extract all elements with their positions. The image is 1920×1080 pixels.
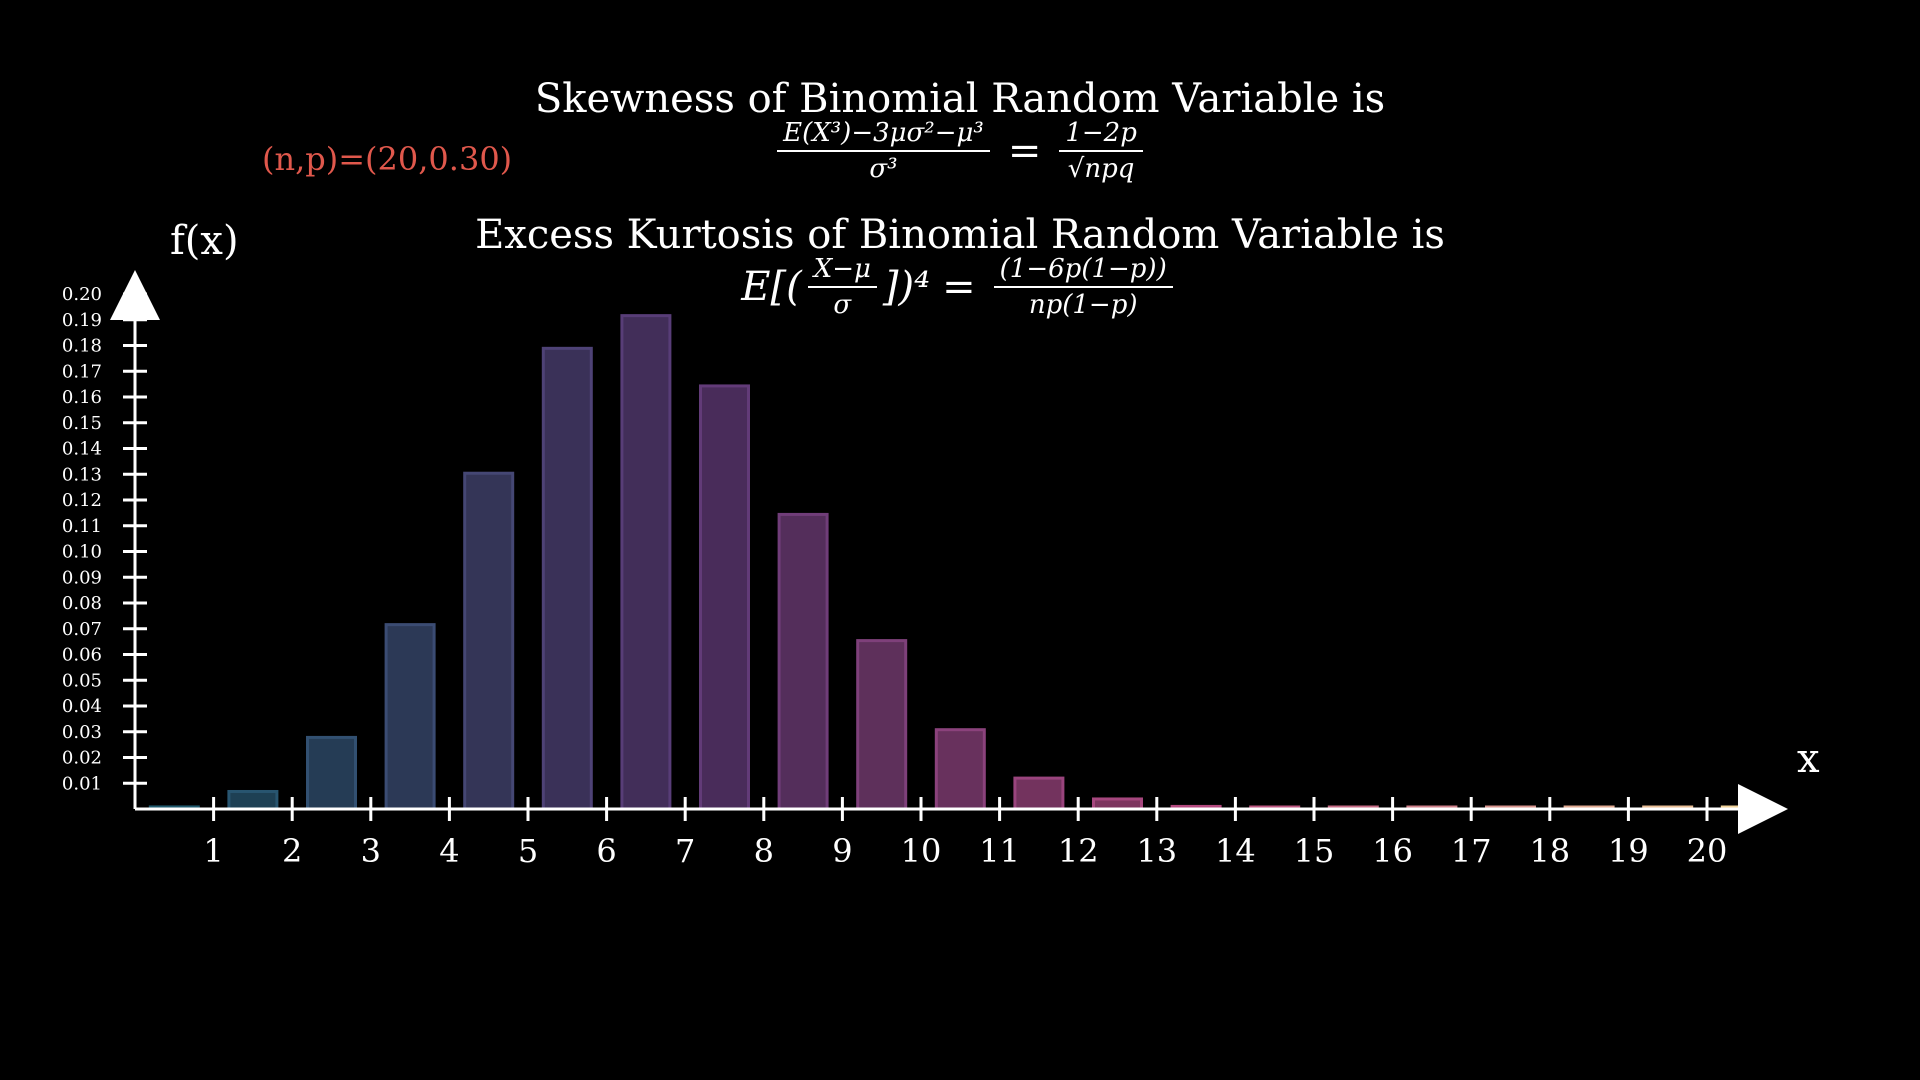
x-tick-label-13: 13 xyxy=(1136,832,1177,870)
x-tick-label-18: 18 xyxy=(1529,832,1570,870)
bar-x1 xyxy=(227,789,279,811)
parameter-label: (n,p)=(20,0.30) xyxy=(262,140,513,178)
y-tick-label-0.20: 0.20 xyxy=(62,284,102,305)
bar-x8 xyxy=(777,512,829,811)
y-tick-label-0.17: 0.17 xyxy=(62,361,102,382)
x-tick-label-12: 12 xyxy=(1058,832,1099,870)
skewness-title: Skewness of Binomial Random Variable is xyxy=(534,76,1386,122)
y-tick-label-0.11: 0.11 xyxy=(62,516,102,537)
kurtosis-lhs-numerator: X−μ xyxy=(807,254,877,288)
y-axis-label: f(x) xyxy=(170,218,239,264)
bar-x11 xyxy=(1013,776,1065,811)
y-tick-label-0.18: 0.18 xyxy=(62,336,102,357)
y-tick-label-0.04: 0.04 xyxy=(62,696,102,717)
bar-x5 xyxy=(541,346,593,811)
y-tick-label-0.01: 0.01 xyxy=(62,773,102,794)
bar-x4 xyxy=(463,471,515,811)
y-tick-label-0.09: 0.09 xyxy=(62,567,102,588)
kurtosis-lhs-prefix: E[( xyxy=(741,264,802,310)
kurtosis-lhs-fraction: X−μ σ xyxy=(807,254,877,320)
x-tick-label-19: 19 xyxy=(1608,832,1649,870)
bar-x6 xyxy=(620,314,672,811)
y-tick-label-0.06: 0.06 xyxy=(62,645,102,666)
y-tick-label-0.14: 0.14 xyxy=(62,439,102,460)
bar-x7 xyxy=(699,384,750,811)
skewness-lhs-numerator: E(X³)−3μσ²−μ³ xyxy=(777,118,990,152)
x-tick-label-15: 15 xyxy=(1294,832,1335,870)
x-tick-label-20: 20 xyxy=(1687,832,1728,870)
y-tick-label-0.08: 0.08 xyxy=(62,593,102,614)
kurtosis-rhs-fraction: (1−6p(1−p)) np(1−p) xyxy=(993,254,1173,320)
kurtosis-formula: E[( X−μ σ ])⁴ = (1−6p(1−p)) np(1−p) xyxy=(0,254,1920,320)
skewness-rhs-fraction: 1−2p √npq xyxy=(1059,118,1143,184)
x-tick-label-2: 2 xyxy=(282,832,302,870)
y-tick-label-0.02: 0.02 xyxy=(62,748,102,769)
y-tick-label-0.15: 0.15 xyxy=(62,413,102,434)
kurtosis-title: Excess Kurtosis of Binomial Random Varia… xyxy=(475,212,1445,258)
skewness-rhs-denominator: √npq xyxy=(1067,154,1135,184)
bar-x10 xyxy=(934,728,986,811)
kurtosis-lhs-denominator: σ xyxy=(833,290,852,320)
bar-x12 xyxy=(1092,797,1143,811)
y-tick-label-0.12: 0.12 xyxy=(62,490,102,511)
x-tick-label-8: 8 xyxy=(754,832,774,870)
bar-x9 xyxy=(856,639,908,811)
kurtosis-equals: = xyxy=(942,264,976,310)
x-tick-label-3: 3 xyxy=(361,832,381,870)
skewness-formula: E(X³)−3μσ²−μ³ σ³ = 1−2p √npq xyxy=(0,118,1920,184)
x-tick-label-10: 10 xyxy=(901,832,942,870)
skewness-lhs-fraction: E(X³)−3μσ²−μ³ σ³ xyxy=(777,118,990,184)
x-tick-label-6: 6 xyxy=(596,832,616,870)
y-tick-label-0.05: 0.05 xyxy=(62,670,102,691)
skewness-rhs-numerator: 1−2p xyxy=(1059,118,1143,152)
x-tick-label-14: 14 xyxy=(1215,832,1256,870)
y-tick-label-0.19: 0.19 xyxy=(62,310,102,331)
kurtosis-rhs-numerator: (1−6p(1−p)) xyxy=(993,254,1173,288)
y-tick-label-0.10: 0.10 xyxy=(62,542,102,563)
x-tick-label-1: 1 xyxy=(203,832,223,870)
x-axis-arrowhead xyxy=(1738,784,1788,834)
x-tick-label-16: 16 xyxy=(1372,832,1413,870)
skewness-equals: = xyxy=(1007,128,1042,174)
x-tick-label-11: 11 xyxy=(979,832,1020,870)
kurtosis-rhs-denominator: np(1−p) xyxy=(1028,290,1138,320)
x-tick-label-5: 5 xyxy=(518,832,538,870)
skewness-lhs-denominator: σ³ xyxy=(869,154,898,184)
y-tick-label-0.07: 0.07 xyxy=(62,619,102,640)
x-tick-label-7: 7 xyxy=(675,832,695,870)
bar-x3 xyxy=(384,623,436,811)
kurtosis-lhs-suffix: ])⁴ xyxy=(882,264,931,310)
x-tick-label-17: 17 xyxy=(1451,832,1492,870)
bar-x2 xyxy=(306,735,357,811)
y-tick-label-0.03: 0.03 xyxy=(62,722,102,743)
y-tick-label-0.13: 0.13 xyxy=(62,464,102,485)
y-tick-label-0.16: 0.16 xyxy=(62,387,102,408)
x-axis-label: x xyxy=(1797,736,1820,782)
x-tick-label-9: 9 xyxy=(832,832,852,870)
x-tick-label-4: 4 xyxy=(439,832,459,870)
